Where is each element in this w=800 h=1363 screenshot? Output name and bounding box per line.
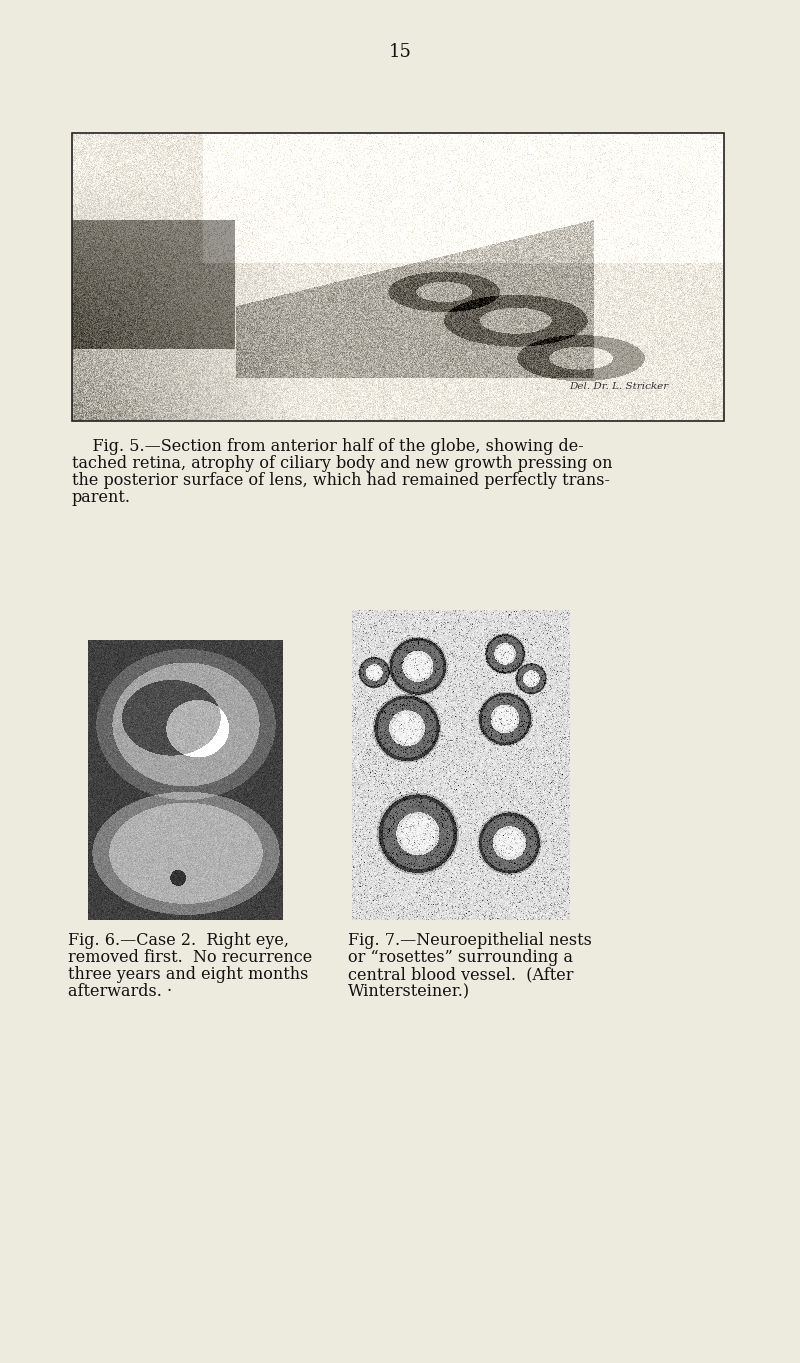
Text: Fig. 7.—Neuroepithelial nests: Fig. 7.—Neuroepithelial nests	[348, 932, 592, 949]
Text: tached retina, atrophy of ciliary body and new growth pressing on: tached retina, atrophy of ciliary body a…	[72, 455, 613, 472]
Bar	[72, 134, 724, 421]
Text: Wintersteiner.): Wintersteiner.)	[348, 983, 470, 1000]
Text: parent.: parent.	[72, 489, 131, 506]
Text: the posterior surface of lens, which had remained perfectly trans-: the posterior surface of lens, which had…	[72, 472, 610, 489]
Text: Del. Dr. L. Stricker: Del. Dr. L. Stricker	[570, 382, 669, 391]
Text: three years and eight months: three years and eight months	[68, 966, 308, 983]
Text: Fig. 5.—Section from anterior half of the globe, showing de-: Fig. 5.—Section from anterior half of th…	[72, 438, 584, 455]
Text: central blood vessel.  (After: central blood vessel. (After	[348, 966, 574, 983]
Text: afterwards. ·: afterwards. ·	[68, 983, 172, 1000]
Text: removed first.  No recurrence: removed first. No recurrence	[68, 949, 312, 966]
Text: 15: 15	[389, 44, 411, 61]
Text: Fig. 6.—Case 2.  Right eye,: Fig. 6.—Case 2. Right eye,	[68, 932, 289, 949]
Text: or “rosettes” surrounding a: or “rosettes” surrounding a	[348, 949, 573, 966]
Bar	[72, 134, 724, 421]
